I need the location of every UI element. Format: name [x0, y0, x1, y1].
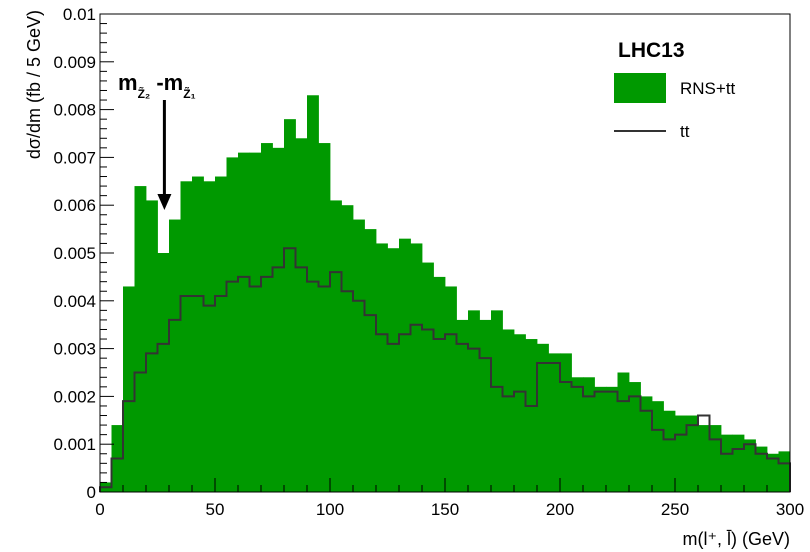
- rns-tt-bar: [537, 343, 549, 492]
- annotation-sub1: Z̃₂: [138, 86, 151, 101]
- rns-tt-bar: [744, 439, 756, 492]
- annotation-arrow-head: [157, 193, 172, 210]
- rns-tt-bar: [169, 219, 181, 493]
- x-axis-title: m(l⁺, l̄) (GeV): [683, 529, 791, 549]
- rns-tt-bar: [387, 248, 400, 492]
- rns-tt-bar: [767, 453, 779, 492]
- rns-tt-bar: [468, 310, 480, 492]
- rns-tt-bar: [491, 310, 503, 492]
- rns-tt-bar: [215, 176, 227, 492]
- rns-tt-bar: [755, 446, 768, 492]
- x-tick-label: 300: [776, 500, 804, 519]
- rns-tt-bar: [721, 434, 733, 492]
- rns-tt-bar: [617, 372, 630, 492]
- rns-tt-bar: [560, 353, 572, 492]
- rns-tt-bar: [629, 382, 641, 492]
- rns-tt-filled-histogram: [100, 95, 791, 493]
- rns-tt-bar: [732, 434, 745, 492]
- x-tick-label: 50: [206, 500, 225, 519]
- rns-tt-bar: [272, 147, 285, 492]
- rns-tt-bar: [502, 329, 515, 492]
- rns-tt-bar: [410, 243, 423, 492]
- rns-tt-bar: [686, 415, 699, 492]
- annotation-m1: m: [118, 70, 138, 95]
- rns-tt-bar: [123, 286, 135, 492]
- rns-tt-bar: [376, 243, 388, 492]
- rns-tt-bar: [203, 181, 216, 493]
- y-tick-label: 0.007: [53, 148, 96, 167]
- legend: LHC13 RNS+tt tt: [614, 39, 736, 141]
- x-axis-ticks: 0 50 100 150 200 250 300: [95, 478, 804, 519]
- y-tick-label: 0.009: [53, 53, 96, 72]
- rns-tt-bar: [399, 238, 411, 492]
- rns-tt-bar: [249, 152, 262, 492]
- annotation-m2: -m: [150, 70, 183, 95]
- rns-tt-bar: [364, 229, 377, 492]
- x-tick-label: 0: [95, 500, 104, 519]
- y-tick-label: 0.005: [53, 244, 96, 263]
- rns-tt-bar: [192, 176, 204, 492]
- x-tick-label: 250: [661, 500, 689, 519]
- y-axis-ticks: 0 0.001 0.002 0.003 0.004 0.005 0.006 0.007 0.00…: [53, 5, 114, 502]
- rns-tt-bar: [778, 451, 791, 492]
- rns-tt-bar: [640, 396, 653, 492]
- rns-tt-bar: [514, 334, 526, 492]
- rns-tt-bar: [238, 152, 250, 492]
- rns-tt-bar: [548, 353, 561, 492]
- x-tick-label: 100: [316, 500, 344, 519]
- rns-tt-bar: [330, 200, 342, 493]
- rns-tt-bar: [571, 377, 584, 492]
- rns-tt-bar: [606, 386, 618, 492]
- y-tick-label: 0.003: [53, 340, 96, 359]
- x-tick-label: 150: [431, 500, 459, 519]
- tt-step-line: [99, 247, 791, 492]
- rns-tt-bar: [445, 286, 457, 492]
- legend-label-rns-tt: RNS+tt: [680, 79, 736, 98]
- rns-tt-bar: [134, 186, 147, 492]
- rns-tt-bar: [698, 425, 710, 492]
- rns-tt-bar: [226, 157, 239, 492]
- y-tick-label: 0: [87, 483, 96, 502]
- y-tick-label: 0.004: [53, 292, 96, 311]
- rns-tt-bar: [663, 410, 676, 492]
- rns-tt-bar: [433, 276, 446, 492]
- legend-swatch-rns-tt: [614, 73, 666, 103]
- legend-title: LHC13: [618, 39, 685, 62]
- rns-tt-bar: [525, 339, 538, 492]
- rns-tt-bar: [422, 262, 434, 492]
- annotation-sub2: Z̃₁: [183, 86, 195, 101]
- rns-tt-bar: [652, 401, 664, 492]
- legend-label-tt: tt: [680, 122, 690, 141]
- annotation-label: mZ̃₂ -mZ̃₁: [118, 70, 196, 101]
- rns-tt-bar: [341, 205, 354, 492]
- rns-tt-bar: [594, 386, 607, 492]
- rns-tt-bar: [180, 181, 193, 493]
- rns-tt-bar: [295, 138, 308, 492]
- rns-tt-bar: [146, 200, 158, 493]
- rns-tt-bar: [675, 415, 687, 492]
- y-tick-label: 0.01: [63, 5, 96, 24]
- y-tick-label: 0.006: [53, 196, 96, 215]
- rns-tt-bar: [709, 425, 722, 492]
- rns-tt-bar: [583, 377, 595, 492]
- rns-tt-bar: [261, 143, 273, 492]
- rns-tt-bar: [318, 143, 331, 492]
- y-tick-label: 0.001: [53, 435, 96, 454]
- mass-difference-annotation: mZ̃₂ -mZ̃₁: [118, 70, 196, 210]
- x-tick-label: 200: [546, 500, 574, 519]
- y-tick-label: 0.002: [53, 387, 96, 406]
- rns-tt-bar: [353, 219, 365, 493]
- y-tick-label: 0.008: [53, 101, 96, 120]
- rns-tt-bar: [307, 95, 319, 492]
- rns-tt-bar: [284, 119, 296, 492]
- rns-tt-bar: [456, 319, 469, 492]
- y-axis-title: dσ/dm (fb / 5 GeV): [24, 10, 44, 159]
- rns-tt-bar: [157, 253, 170, 492]
- rns-tt-bar: [479, 319, 492, 492]
